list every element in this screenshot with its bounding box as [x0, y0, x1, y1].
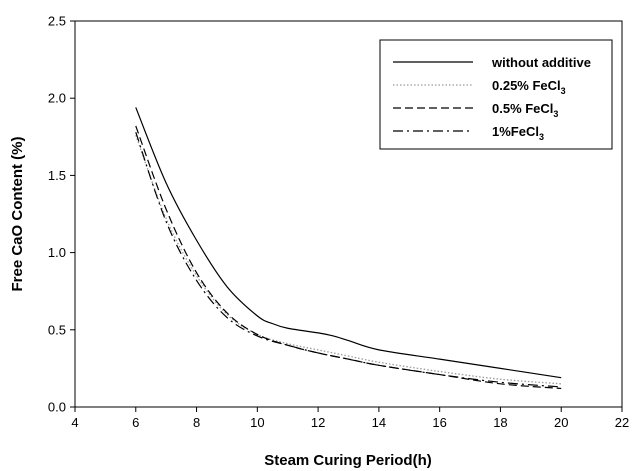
legend-label-main: without additive [491, 55, 591, 70]
x-tick-label: 8 [193, 415, 200, 430]
x-tick-label: 10 [250, 415, 264, 430]
y-axis-title: Free CaO Content (%) [9, 136, 26, 291]
legend-label-subscript: 3 [539, 132, 544, 142]
y-tick-label: 2.5 [48, 14, 66, 29]
x-axis: 4 6 8 10 12 14 16 18 20 22 [71, 407, 629, 430]
x-tick-label: 12 [311, 415, 325, 430]
y-tick-label: 0.0 [48, 400, 66, 415]
x-tick-label: 4 [71, 415, 78, 430]
x-tick-label: 22 [615, 415, 629, 430]
x-tick-label: 6 [132, 415, 139, 430]
legend-label: 1%FeCl3 [492, 124, 544, 142]
legend-label-main: 0.5% FeCl [492, 101, 553, 116]
y-tick-label: 2.0 [48, 91, 66, 106]
series-line-1 [135, 135, 562, 385]
x-tick-label: 18 [493, 415, 507, 430]
y-axis: 0.0 0.5 1.0 1.5 2.0 2.5 [48, 14, 75, 415]
x-tick-label: 14 [372, 415, 386, 430]
legend-label: 0.25% FeCl3 [492, 78, 566, 96]
legend-label-main: 1%FeCl [492, 124, 539, 139]
x-axis-title: Steam Curing Period(h) [264, 452, 432, 469]
series-line-3 [135, 131, 562, 388]
y-tick-label: 1.5 [48, 168, 66, 183]
x-tick-label: 20 [554, 415, 568, 430]
plot-frame [74, 20, 623, 408]
series-line-2 [135, 125, 562, 390]
y-tick-label: 0.5 [48, 322, 66, 337]
y-tick-label: 1.0 [48, 245, 66, 260]
legend-label: without additive [491, 55, 591, 70]
x-tick-label: 16 [432, 415, 446, 430]
series-line-0 [135, 107, 562, 379]
legend-label: 0.5% FeCl3 [492, 101, 558, 119]
legend-label-subscript: 3 [553, 109, 558, 119]
legend-label-main: 0.25% FeCl [492, 78, 561, 93]
series-layer [135, 107, 562, 390]
legend-label-subscript: 3 [561, 86, 566, 96]
